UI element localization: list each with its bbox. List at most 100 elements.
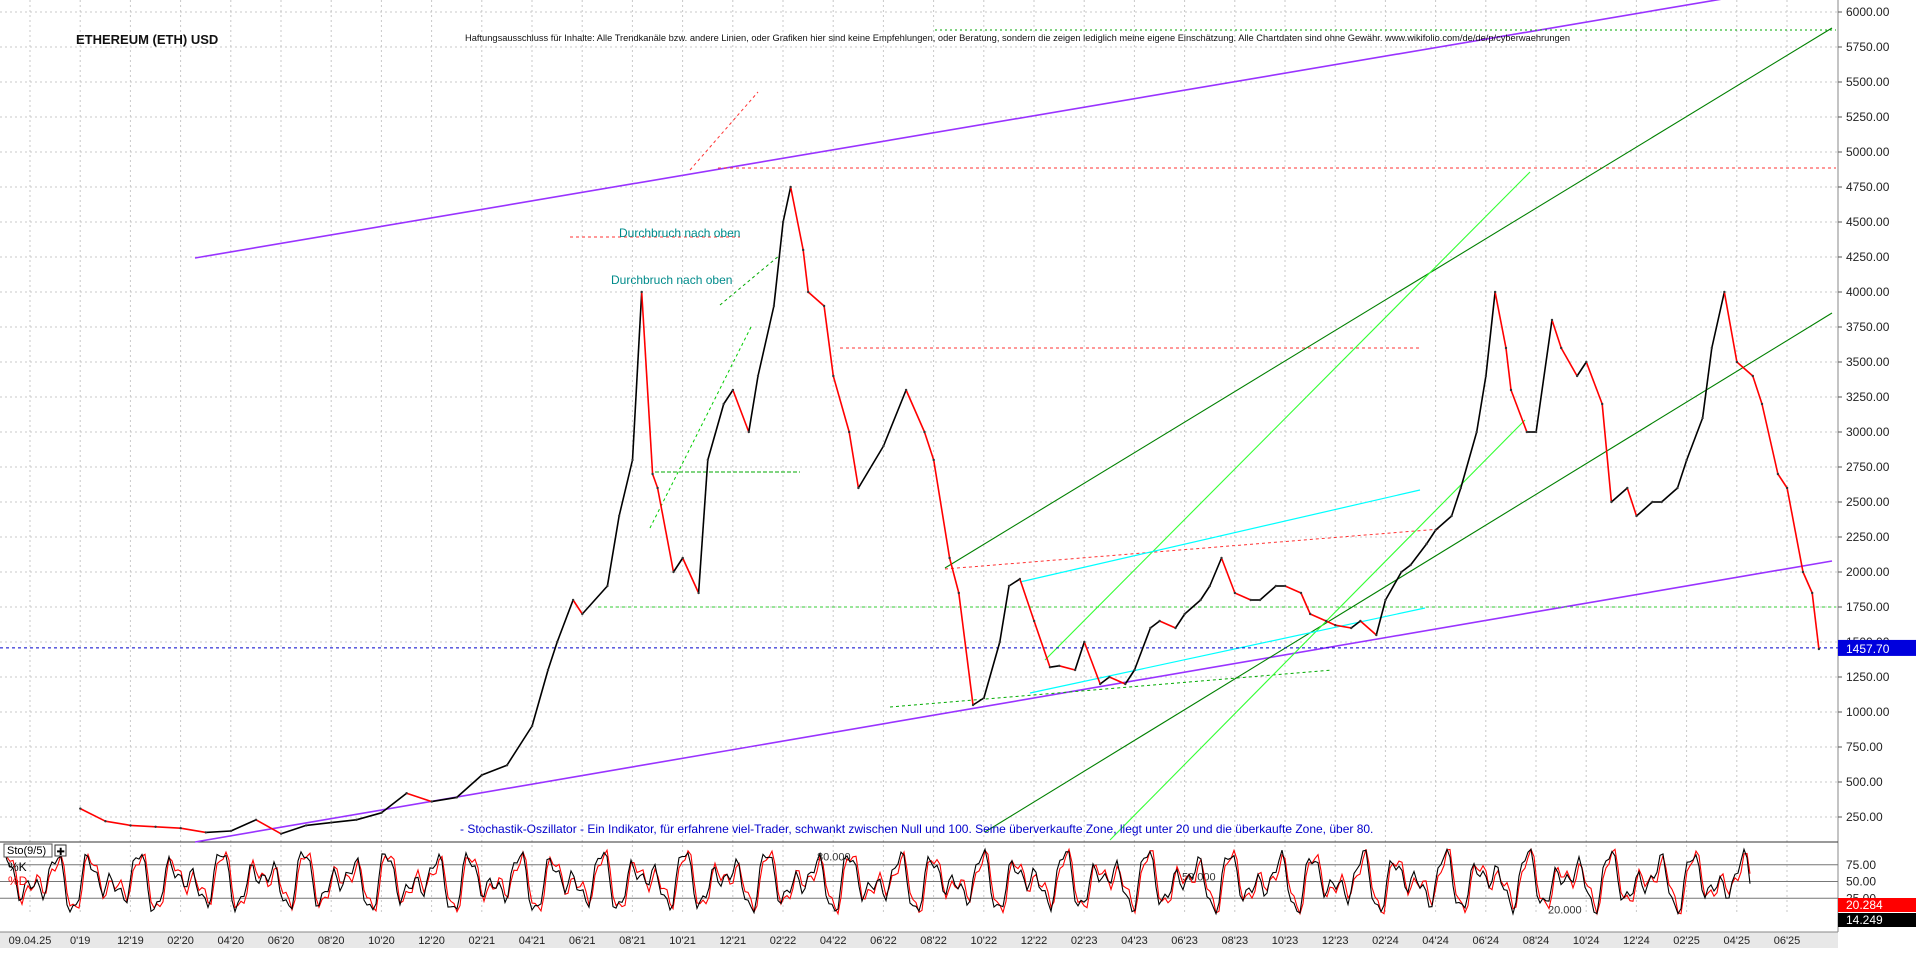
price-point bbox=[672, 570, 675, 574]
oscillator-title: Sto(9/5) bbox=[7, 845, 46, 857]
price-point bbox=[882, 444, 885, 448]
price-segment bbox=[1494, 291, 1507, 349]
y-tick-label: 1000.00 bbox=[1846, 705, 1890, 719]
price-segment bbox=[672, 557, 684, 573]
price-segment bbox=[1099, 676, 1110, 685]
price-point bbox=[455, 796, 458, 799]
price-segment bbox=[1576, 361, 1587, 377]
price-segment bbox=[1535, 319, 1553, 433]
price-point bbox=[904, 388, 908, 392]
price-point bbox=[1785, 486, 1789, 490]
price-segment bbox=[531, 669, 549, 727]
price-point bbox=[1509, 388, 1513, 392]
grid-lines bbox=[0, 0, 1838, 915]
price-segment bbox=[581, 585, 608, 615]
price-point bbox=[822, 304, 826, 308]
price-point bbox=[932, 458, 935, 462]
price-point bbox=[1751, 374, 1754, 378]
price-point bbox=[617, 514, 621, 518]
price-point bbox=[1007, 584, 1011, 588]
x-tick-label: 06'23 bbox=[1171, 935, 1198, 947]
price-segment bbox=[1033, 620, 1051, 668]
y-tick-label: 5500.00 bbox=[1846, 75, 1890, 89]
price-segment bbox=[1723, 291, 1738, 363]
current-price-label: 1457.70 bbox=[1846, 642, 1890, 656]
x-tick-label: 04'25 bbox=[1724, 935, 1751, 947]
price-point bbox=[1504, 346, 1508, 350]
price-point bbox=[480, 773, 484, 777]
price-segment bbox=[1701, 347, 1713, 419]
price-point bbox=[1149, 626, 1152, 630]
y-tick-label: 3750.00 bbox=[1846, 320, 1890, 334]
x-tick-label: 06'20 bbox=[268, 935, 295, 947]
price-segment bbox=[1460, 431, 1478, 489]
price-segment bbox=[572, 599, 583, 615]
price-segment bbox=[381, 792, 408, 814]
level-label-50: 50.000 bbox=[1182, 872, 1216, 884]
price-segment bbox=[631, 291, 643, 461]
stochastic-pane: 25.0050.0075.0080.00050.00020.000Sto(9/5… bbox=[0, 843, 1916, 927]
price-segment bbox=[356, 812, 382, 821]
cyan-line-upper bbox=[1019, 489, 1421, 583]
level-label-80: 80.000 bbox=[817, 851, 851, 863]
price-segment bbox=[848, 431, 860, 489]
light-green-steep-2 bbox=[1109, 419, 1526, 841]
price-segment bbox=[1409, 543, 1428, 566]
price-point bbox=[1434, 528, 1437, 532]
price-point bbox=[229, 829, 233, 833]
price-point bbox=[640, 290, 643, 294]
price-point bbox=[1610, 500, 1613, 504]
price-segment bbox=[1300, 592, 1311, 615]
price-point bbox=[1776, 472, 1780, 476]
x-tick-label: 10'20 bbox=[368, 935, 395, 947]
price-series bbox=[79, 185, 1821, 835]
y-tick-label: 2500.00 bbox=[1846, 495, 1890, 509]
price-segment bbox=[1505, 347, 1512, 391]
price-segment bbox=[1159, 620, 1176, 629]
price-point bbox=[380, 811, 383, 814]
price-segment bbox=[1008, 578, 1021, 587]
price-point bbox=[1309, 612, 1312, 616]
price-segment bbox=[547, 641, 558, 671]
x-tick-label: 10'21 bbox=[669, 935, 696, 947]
price-segment bbox=[1359, 620, 1377, 636]
price-point bbox=[789, 185, 792, 189]
price-point bbox=[1233, 591, 1237, 595]
price-point bbox=[1425, 542, 1428, 546]
price-segment bbox=[556, 599, 574, 643]
price-point bbox=[556, 640, 559, 644]
y-tick-label: 6000.00 bbox=[1846, 5, 1890, 19]
price-point bbox=[1801, 570, 1805, 574]
price-segment bbox=[456, 774, 483, 798]
price-point bbox=[1199, 598, 1202, 602]
price-segment bbox=[1676, 459, 1688, 489]
price-point bbox=[1048, 666, 1052, 669]
price-segment bbox=[1802, 571, 1813, 594]
price-point bbox=[1220, 556, 1223, 560]
price-point bbox=[505, 764, 509, 767]
price-point bbox=[1274, 584, 1278, 588]
price-segment bbox=[1435, 515, 1453, 531]
y-tick-label: 1250.00 bbox=[1846, 670, 1890, 684]
price-point bbox=[747, 430, 750, 434]
x-tick-label: 10'23 bbox=[1272, 935, 1299, 947]
price-segment bbox=[1019, 578, 1035, 622]
price-point bbox=[430, 800, 433, 803]
price-point bbox=[79, 807, 82, 810]
price-point bbox=[1299, 591, 1303, 595]
price-point bbox=[1550, 318, 1554, 322]
price-point bbox=[1349, 626, 1353, 630]
price-segment bbox=[1485, 291, 1496, 377]
oscillator-expand-button[interactable] bbox=[54, 844, 67, 857]
breakout-annotation: Durchbruch nach oben bbox=[611, 273, 732, 287]
price-point bbox=[1324, 619, 1328, 623]
y-tick-label: 5750.00 bbox=[1846, 40, 1890, 54]
price-segment bbox=[1184, 599, 1202, 615]
price-segment bbox=[789, 186, 804, 251]
price-segment bbox=[1309, 613, 1327, 622]
stochastic-k-value: 20.284 bbox=[1846, 898, 1883, 912]
price-point bbox=[1811, 591, 1814, 595]
price-point bbox=[1560, 346, 1563, 350]
price-point bbox=[1651, 500, 1654, 504]
price-point bbox=[1133, 668, 1136, 672]
